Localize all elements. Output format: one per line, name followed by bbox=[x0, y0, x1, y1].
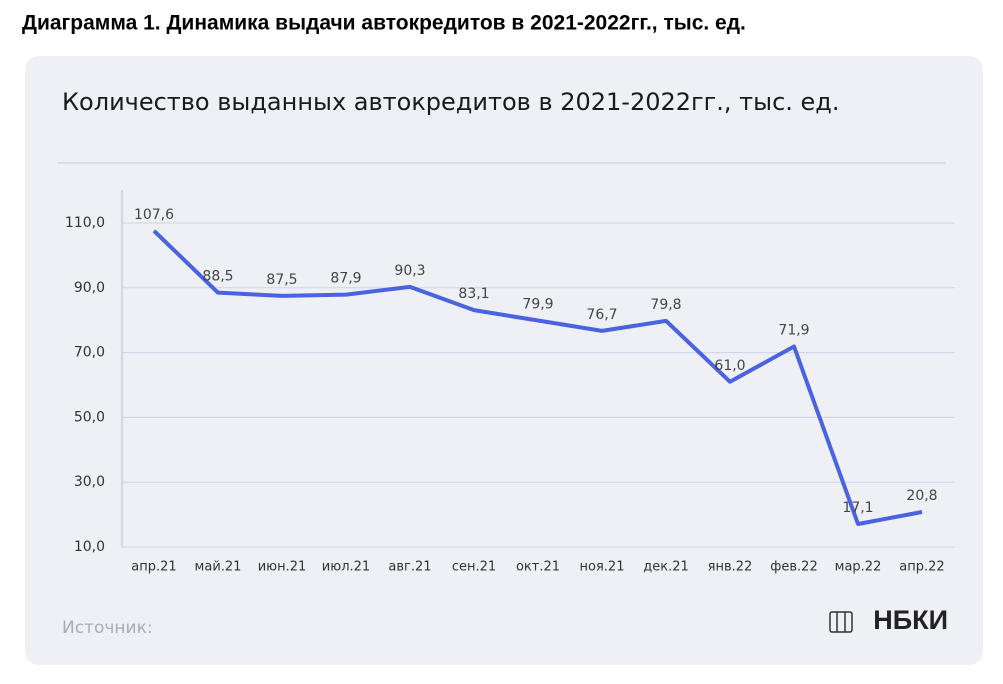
x-tick-label: апр.22 bbox=[899, 560, 944, 575]
y-tick-label: 50,0 bbox=[74, 409, 105, 425]
data-label: 17,1 bbox=[842, 500, 873, 516]
data-label: 71,9 bbox=[778, 322, 809, 338]
line bbox=[152, 229, 923, 526]
data-label: 87,9 bbox=[330, 271, 361, 287]
data-label: 90,3 bbox=[394, 263, 425, 279]
source: Источник: bbox=[62, 618, 153, 638]
y-tick-label: 10,0 bbox=[74, 539, 105, 555]
x-tick-label: фев.22 bbox=[770, 560, 817, 575]
data-label: 107,6 bbox=[134, 207, 174, 223]
x-tick-label: апр.21 bbox=[131, 560, 176, 575]
chart-title: Диаграмма 1. Динамика выдачи автокредито… bbox=[22, 12, 746, 35]
data-label: 79,9 bbox=[522, 297, 553, 313]
data-label: 87,5 bbox=[266, 272, 297, 288]
y-tick-label: 90,0 bbox=[74, 280, 105, 296]
x-tick-label: дек.21 bbox=[643, 560, 689, 575]
x-tick-label: окт.21 bbox=[516, 560, 560, 575]
x-tick-label: янв.22 bbox=[708, 560, 753, 575]
y-tick-label: 70,0 bbox=[74, 345, 105, 361]
y-tick-label: 30,0 bbox=[74, 474, 105, 490]
data-label: 20,8 bbox=[906, 488, 937, 504]
data-label: 76,7 bbox=[586, 307, 617, 323]
x-tick-label: авг.21 bbox=[388, 560, 431, 575]
x-tick-label: июл.21 bbox=[322, 560, 370, 575]
chart-subtitle: Количество выданных автокредитов в 2021-… bbox=[62, 88, 840, 116]
data-label: 83,1 bbox=[458, 286, 489, 302]
x-tick-label: июн.21 bbox=[258, 560, 307, 575]
x-tick-label: сен.21 bbox=[452, 560, 496, 575]
x-tick-label: май.21 bbox=[195, 560, 242, 575]
y-tick-label: 110,0 bbox=[65, 215, 105, 231]
x-tick-label: ноя.21 bbox=[580, 560, 625, 575]
data-label: 79,8 bbox=[650, 297, 681, 313]
x-tick-label: мар.22 bbox=[835, 560, 882, 575]
card bbox=[25, 56, 983, 665]
data-label: 88,5 bbox=[202, 269, 233, 285]
data-label: 61,0 bbox=[714, 358, 745, 374]
logo-icon bbox=[829, 611, 853, 633]
logo: НБКИ bbox=[873, 605, 948, 635]
